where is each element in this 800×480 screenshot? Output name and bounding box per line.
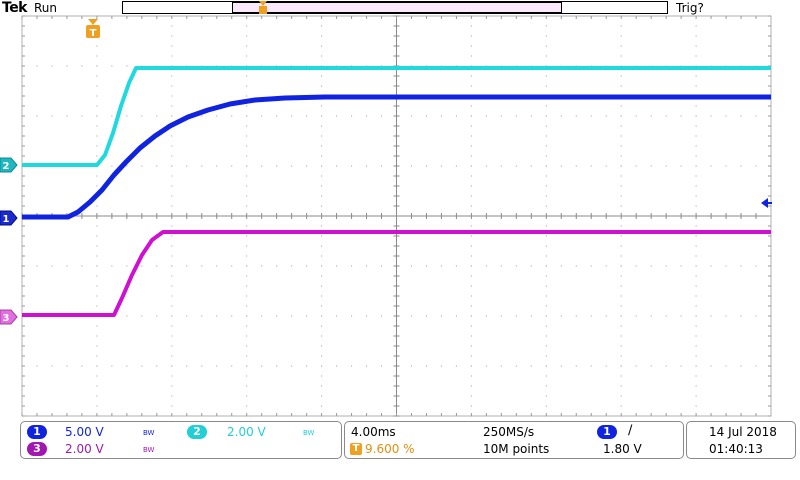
datetime-panel: 14 Jul 2018 01:40:13 [686, 421, 796, 459]
ch1-badge[interactable]: 1 [27, 425, 47, 439]
ch2-scale[interactable]: 2.00 V [227, 425, 266, 439]
trigger-level-arrow[interactable] [761, 198, 768, 208]
ch1-bandwidth-limit-icon: BW [143, 429, 155, 437]
svg-text:3: 3 [3, 313, 10, 324]
time-readout: 01:40:13 [709, 442, 763, 456]
ch2-badge[interactable]: 2 [187, 425, 207, 439]
trigger-position[interactable]: 9.600 % [365, 442, 415, 456]
ch2-waveform [22, 66, 771, 167]
ch3-badge[interactable]: 3 [27, 442, 47, 456]
trigger-source-badge[interactable]: 1 [597, 425, 617, 439]
rising-edge-icon[interactable]: ∕ [628, 423, 633, 438]
record-view-window[interactable] [232, 2, 562, 13]
trigger-position-icon: T [350, 443, 362, 455]
ch1-scale[interactable]: 5.00 V [65, 425, 104, 439]
svg-text:T: T [90, 28, 97, 39]
ch2-ground-marker[interactable]: 2 [0, 157, 18, 173]
ch1-waveform [22, 94, 771, 220]
ch3-ground-marker[interactable]: 3 [0, 309, 18, 325]
date-readout: 14 Jul 2018 [709, 425, 777, 439]
ch3-scale[interactable]: 2.00 V [65, 442, 104, 456]
svg-text:2: 2 [3, 161, 10, 172]
sample-rate: 250MS/s [483, 425, 535, 439]
trigger-level[interactable]: 1.80 V [603, 442, 642, 456]
acquisition-state[interactable]: Run [34, 1, 58, 15]
ch3-bandwidth-limit-icon: BW [143, 446, 155, 454]
trigger-status: Trig? [676, 1, 704, 15]
channel-settings-panel: 1 5.00 V BW 2 2.00 V BW 3 2.00 V BW [20, 421, 342, 459]
trigger-level-tick [768, 202, 772, 204]
timebase-trigger-panel: 4.00ms 250MS/s 1 ∕ T 9.600 % 10M points … [344, 421, 684, 459]
trigger-position-marker[interactable]: T [86, 19, 100, 39]
record-length[interactable]: 10M points [483, 442, 550, 456]
brand-logo: Tek [2, 0, 28, 16]
record-trigger-marker [259, 1, 267, 14]
horizontal-scale[interactable]: 4.00ms [351, 425, 396, 439]
waveform-display[interactable]: T 2 1 3 [0, 0, 800, 420]
ch2-bandwidth-limit-icon: BW [303, 429, 315, 437]
ch1-ground-marker[interactable]: 1 [0, 210, 18, 226]
ch3-waveform [22, 230, 771, 317]
svg-text:1: 1 [3, 214, 10, 225]
